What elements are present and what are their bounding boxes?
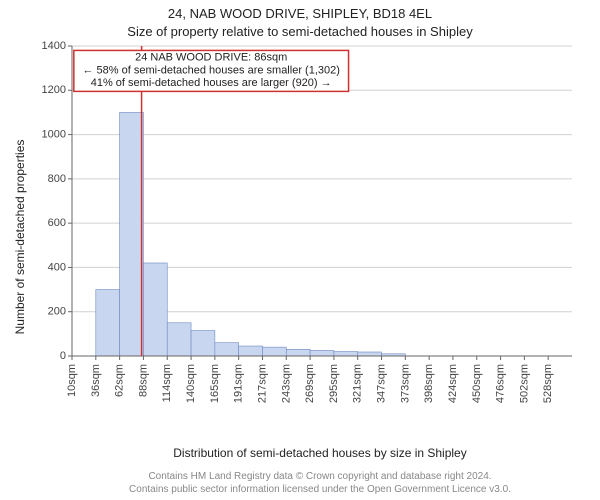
x-tick-label: 191sqm [233, 364, 245, 403]
histogram-bar [262, 347, 286, 356]
annotation-line-2: ← 58% of semi-detached houses are smalle… [82, 64, 339, 76]
footer-line-2: Contains public sector information licen… [60, 484, 580, 497]
x-tick-label: 10sqm [66, 364, 78, 397]
annotation-line-1: 24 NAB WOOD DRIVE: 86sqm [135, 52, 287, 64]
y-tick-label: 1400 [42, 40, 66, 52]
chart-svg: 020040060080010001200140010sqm36sqm62sqm… [60, 46, 580, 404]
y-tick-label: 200 [48, 306, 66, 318]
x-tick-label: 165sqm [209, 364, 221, 403]
x-tick-label: 114sqm [161, 364, 173, 402]
x-tick-label: 321sqm [352, 364, 364, 403]
histogram-bar [310, 350, 334, 356]
x-tick-label: 476sqm [495, 364, 507, 403]
x-tick-label: 36sqm [90, 364, 102, 397]
x-tick-label: 243sqm [280, 364, 292, 403]
x-tick-label: 373sqm [399, 364, 411, 403]
histogram-bar [286, 349, 310, 356]
x-tick-label: 88sqm [137, 364, 149, 397]
y-tick-label: 0 [60, 350, 66, 362]
chart-container: 24, NAB WOOD DRIVE, SHIPLEY, BD18 4EL Si… [0, 0, 600, 500]
histogram-bar [215, 343, 239, 356]
histogram-bar [358, 352, 382, 356]
x-tick-label: 424sqm [447, 364, 459, 403]
title-sub: Size of property relative to semi-detach… [0, 24, 600, 39]
y-tick-label: 1000 [42, 128, 66, 140]
histogram-bar [143, 263, 167, 356]
y-tick-label: 400 [48, 261, 66, 273]
histogram-bar [191, 331, 215, 356]
x-tick-label: 140sqm [185, 364, 197, 403]
histogram-bar [167, 323, 191, 356]
x-tick-label: 502sqm [518, 364, 530, 403]
y-tick-label: 1200 [42, 84, 66, 96]
y-tick-label: 800 [48, 173, 66, 185]
x-tick-label: 62sqm [114, 364, 126, 397]
annotation-line-3: 41% of semi-detached houses are larger (… [91, 77, 332, 89]
histogram-bar [120, 112, 144, 356]
histogram-bar [334, 352, 358, 356]
y-tick-label: 600 [48, 217, 66, 229]
footer-line-1: Contains HM Land Registry data © Crown c… [60, 471, 580, 484]
footer-attribution: Contains HM Land Registry data © Crown c… [60, 471, 580, 496]
histogram-bar [96, 290, 120, 356]
title-main: 24, NAB WOOD DRIVE, SHIPLEY, BD18 4EL [0, 6, 600, 21]
x-tick-label: 295sqm [328, 364, 340, 403]
x-tick-label: 398sqm [423, 364, 435, 403]
x-tick-label: 269sqm [304, 364, 316, 403]
chart-plot-area: 020040060080010001200140010sqm36sqm62sqm… [60, 46, 580, 404]
y-axis-label: Number of semi-detached properties [13, 87, 27, 387]
x-tick-label: 528sqm [542, 364, 554, 403]
histogram-bar [239, 346, 263, 356]
x-tick-label: 217sqm [256, 364, 268, 403]
x-tick-label: 450sqm [471, 364, 483, 403]
x-tick-label: 347sqm [376, 364, 388, 403]
x-axis-label: Distribution of semi-detached houses by … [60, 446, 580, 460]
